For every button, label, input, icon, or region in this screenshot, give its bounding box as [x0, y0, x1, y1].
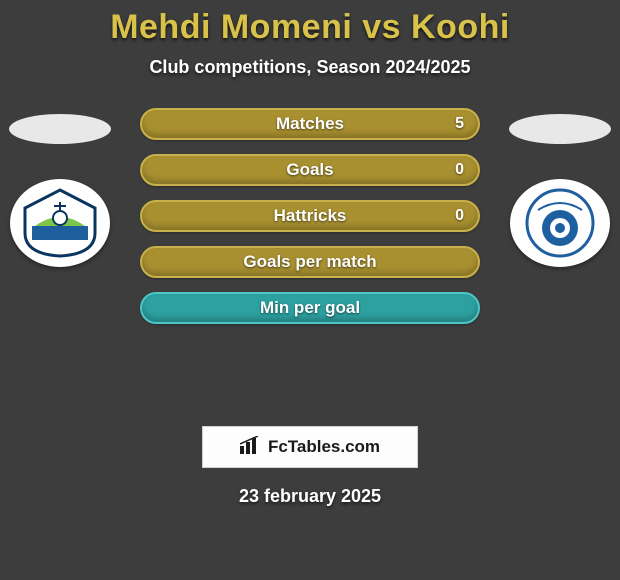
stat-right-value: 0	[455, 202, 464, 230]
stat-bar-goals: Goals 0	[140, 154, 480, 186]
anchor-badge-icon	[10, 179, 110, 267]
stat-right-value: 0	[455, 156, 464, 184]
stat-label: Goals	[142, 156, 478, 184]
date-line: 23 february 2025	[0, 486, 620, 507]
player-left-avatar-placeholder	[9, 114, 111, 144]
stat-bar-matches: Matches 5	[140, 108, 480, 140]
page-title: Mehdi Momeni vs Koohi	[0, 8, 620, 47]
blue-crest-icon	[510, 179, 610, 267]
stat-label: Hattricks	[142, 202, 478, 230]
stat-label: Min per goal	[142, 294, 478, 322]
stat-bar-min-per-goal: Min per goal	[140, 292, 480, 324]
stat-right-value: 5	[455, 110, 464, 138]
comparison-card: Mehdi Momeni vs Koohi Club competitions,…	[0, 0, 620, 507]
bars-icon	[240, 436, 262, 459]
stat-label: Goals per match	[142, 248, 478, 276]
stats-list: Matches 5 Goals 0 Hattricks 0 Goals per …	[140, 108, 480, 324]
player-right-club-badge	[510, 179, 610, 267]
player-right-column	[500, 108, 620, 267]
stat-bar-hattricks: Hattricks 0	[140, 200, 480, 232]
stat-bar-goals-per-match: Goals per match	[140, 246, 480, 278]
player-right-avatar-placeholder	[509, 114, 611, 144]
subtitle: Club competitions, Season 2024/2025	[0, 57, 620, 78]
player-left-club-badge	[10, 179, 110, 267]
comparison-body: Matches 5 Goals 0 Hattricks 0 Goals per …	[0, 108, 620, 418]
brand-label: FcTables.com	[268, 437, 380, 457]
stat-label: Matches	[142, 110, 478, 138]
player-left-column	[0, 108, 120, 267]
brand-box[interactable]: FcTables.com	[202, 426, 418, 468]
